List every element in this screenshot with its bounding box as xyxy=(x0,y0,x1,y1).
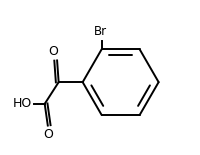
Text: O: O xyxy=(43,128,52,141)
Text: HO: HO xyxy=(13,97,32,110)
Text: O: O xyxy=(48,45,58,58)
Text: Br: Br xyxy=(93,25,106,38)
